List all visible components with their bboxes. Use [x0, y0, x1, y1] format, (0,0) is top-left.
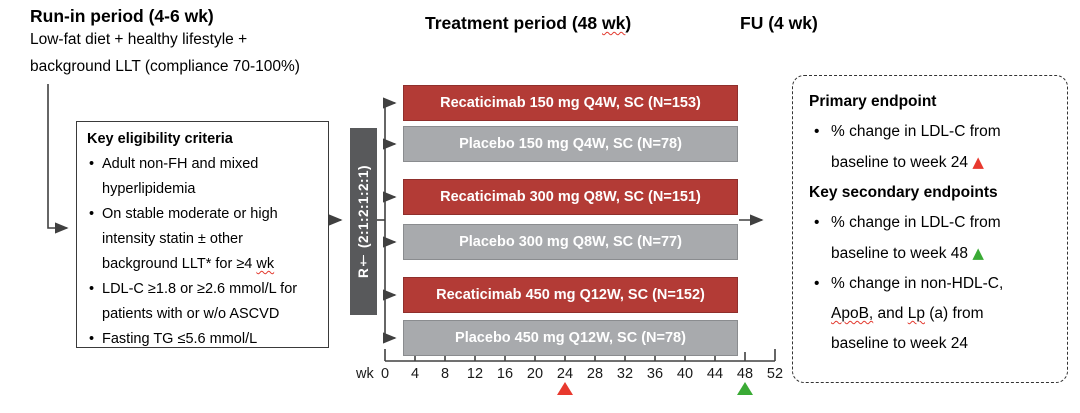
- eligibility-item-ldlc: LDL-C ≥1.8 or ≥2.6 mmol/L for: [87, 277, 322, 302]
- arm-recaticimab-150-q4w: Recaticimab 150 mg Q4W, SC (N=153): [403, 85, 738, 121]
- treatment-period-title: Treatment period (48 wk): [425, 13, 632, 33]
- eligibility-item-nonfh: Adult non-FH and mixed: [87, 152, 322, 177]
- endpoints-box: Primary endpoint % change in LDL-C from …: [792, 75, 1068, 383]
- axis-unit-label: wk: [356, 366, 374, 382]
- axis-tick-16: 16: [496, 366, 514, 382]
- follow-up-title: FU (4 wk): [740, 13, 818, 33]
- primary-endpoint-title: Primary endpoint: [809, 93, 937, 110]
- week48-green-triangle-icon: [737, 382, 753, 395]
- randomization-ratio-label: R† (2:1:2:1:2:1): [356, 164, 371, 279]
- arm-recaticimab-450-q12w: Recaticimab 450 mg Q12W, SC (N=152): [403, 277, 738, 313]
- axis-tick-36: 36: [646, 366, 664, 382]
- arm-placebo-150-q4w: Placebo 150 mg Q4W, SC (N=78): [403, 126, 738, 162]
- eligibility-item-statin: On stable moderate or high: [87, 202, 322, 227]
- eligibility-item-tg: Fasting TG ≤5.6 mmol/L: [87, 327, 322, 352]
- eligibility-item-nonfh-cont: hyperlipidemia: [102, 181, 196, 197]
- green-triangle-icon: ▲: [972, 244, 984, 262]
- arm-recaticimab-300-q8w: Recaticimab 300 mg Q8W, SC (N=151): [403, 179, 738, 215]
- axis-tick-32: 32: [616, 366, 634, 382]
- red-triangle-icon: ▲: [972, 153, 984, 171]
- axis-tick-4: 4: [410, 366, 420, 382]
- axis-tick-48: 48: [736, 366, 754, 382]
- axis-tick-8: 8: [440, 366, 450, 382]
- primary-endpoint-item-cont: baseline to week 24 ▲: [831, 153, 984, 171]
- run-in-period-title: Run-in period (4-6 wk): [30, 6, 214, 26]
- axis-tick-40: 40: [676, 366, 694, 382]
- axis-tick-24: 24: [556, 366, 574, 382]
- axis-tick-20: 20: [526, 366, 544, 382]
- eligibility-criteria-box: Key eligibility criteria Adult non-FH an…: [76, 121, 329, 352]
- secondary-endpoint-item2-cont1: ApoB, and Lp (a) from: [831, 305, 984, 322]
- primary-endpoint-item: % change in LDL-C from: [809, 117, 1055, 147]
- week24-red-triangle-icon: [557, 382, 573, 395]
- secondary-endpoint-item2-cont2: baseline to week 24: [831, 335, 969, 352]
- secondary-endpoint-item1-cont: baseline to week 48 ▲: [831, 244, 984, 262]
- secondary-endpoint-item1: % change in LDL-C from: [809, 208, 1055, 238]
- axis-tick-12: 12: [466, 366, 484, 382]
- secondary-endpoints-title: Key secondary endpoints: [809, 184, 998, 201]
- eligibility-title: Key eligibility criteria: [87, 131, 233, 147]
- secondary-endpoint-item2: % change in non-HDL-C,: [809, 269, 1055, 299]
- run-in-description-line1: Low-fat diet + healthy lifestyle +: [30, 31, 248, 48]
- eligibility-item-statin-cont2: background LLT* for ≥4 wk: [102, 256, 275, 272]
- arm-placebo-300-q8w: Placebo 300 mg Q8W, SC (N=77): [403, 224, 738, 260]
- axis-tick-52: 52: [766, 366, 784, 382]
- axis-tick-0: 0: [380, 366, 390, 382]
- axis-tick-28: 28: [586, 366, 604, 382]
- eligibility-item-statin-cont1: intensity statin ± other: [102, 231, 243, 247]
- randomization-box: R† (2:1:2:1:2:1): [350, 128, 377, 315]
- eligibility-item-ldlc-cont: patients with or w/o ASCVD: [102, 306, 280, 322]
- axis-tick-44: 44: [706, 366, 724, 382]
- arm-placebo-450-q12w: Placebo 450 mg Q12W, SC (N=78): [403, 320, 738, 356]
- run-in-description-line2: background LLT (compliance 70-100%): [30, 58, 300, 75]
